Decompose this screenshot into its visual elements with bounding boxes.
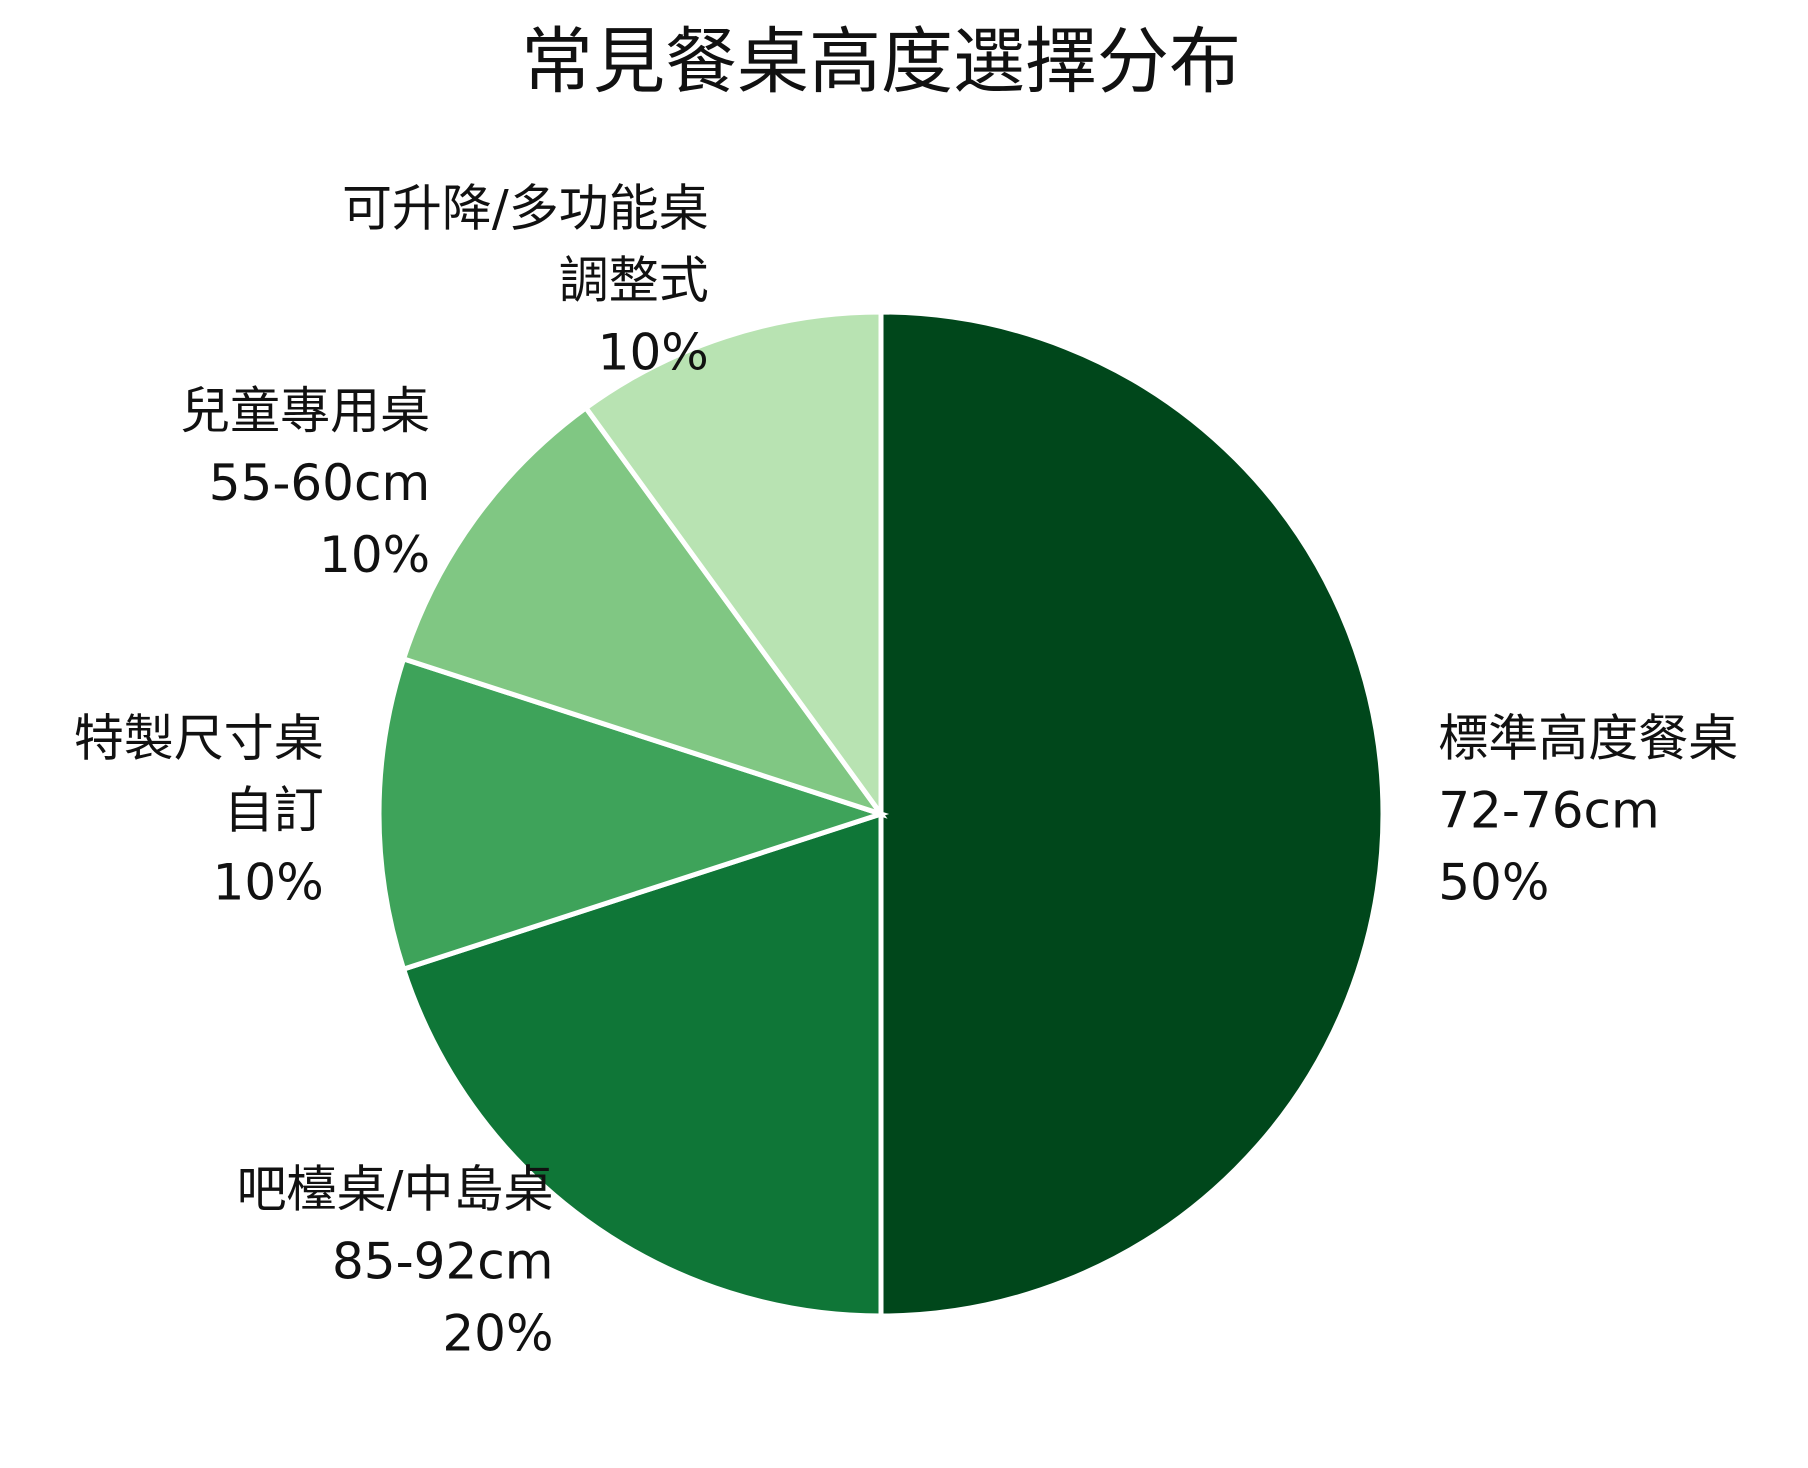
slice-label: 10%	[319, 526, 430, 584]
pie-slice	[400, 404, 888, 819]
slice-label: 標準高度餐桌	[1438, 710, 1738, 768]
slice-label: 特製尺寸桌	[74, 710, 324, 768]
slice-label: 50%	[1438, 854, 1549, 912]
slice-label: 兒童專用桌	[180, 382, 430, 440]
pie-slice	[878, 309, 1386, 1319]
slice-label: 55-60cm	[209, 454, 430, 512]
chart-title: 常見餐桌高度選擇分布	[521, 20, 1241, 104]
pie-slice	[582, 309, 884, 822]
slice-label: 20%	[442, 1304, 553, 1362]
slice-label: 10%	[213, 854, 324, 912]
slice-label: 吧檯桌/中島桌	[237, 1160, 554, 1218]
slice-label: 調整式	[559, 252, 709, 310]
pie-slice	[400, 810, 884, 1319]
slice-label: 可升降/多功能桌	[342, 180, 709, 238]
pie-slice	[376, 655, 890, 973]
slice-label: 85-92cm	[332, 1232, 553, 1290]
slice-label: 72-76cm	[1438, 782, 1659, 840]
slice-label: 自訂	[224, 782, 324, 840]
slice-label: 10%	[598, 324, 709, 382]
